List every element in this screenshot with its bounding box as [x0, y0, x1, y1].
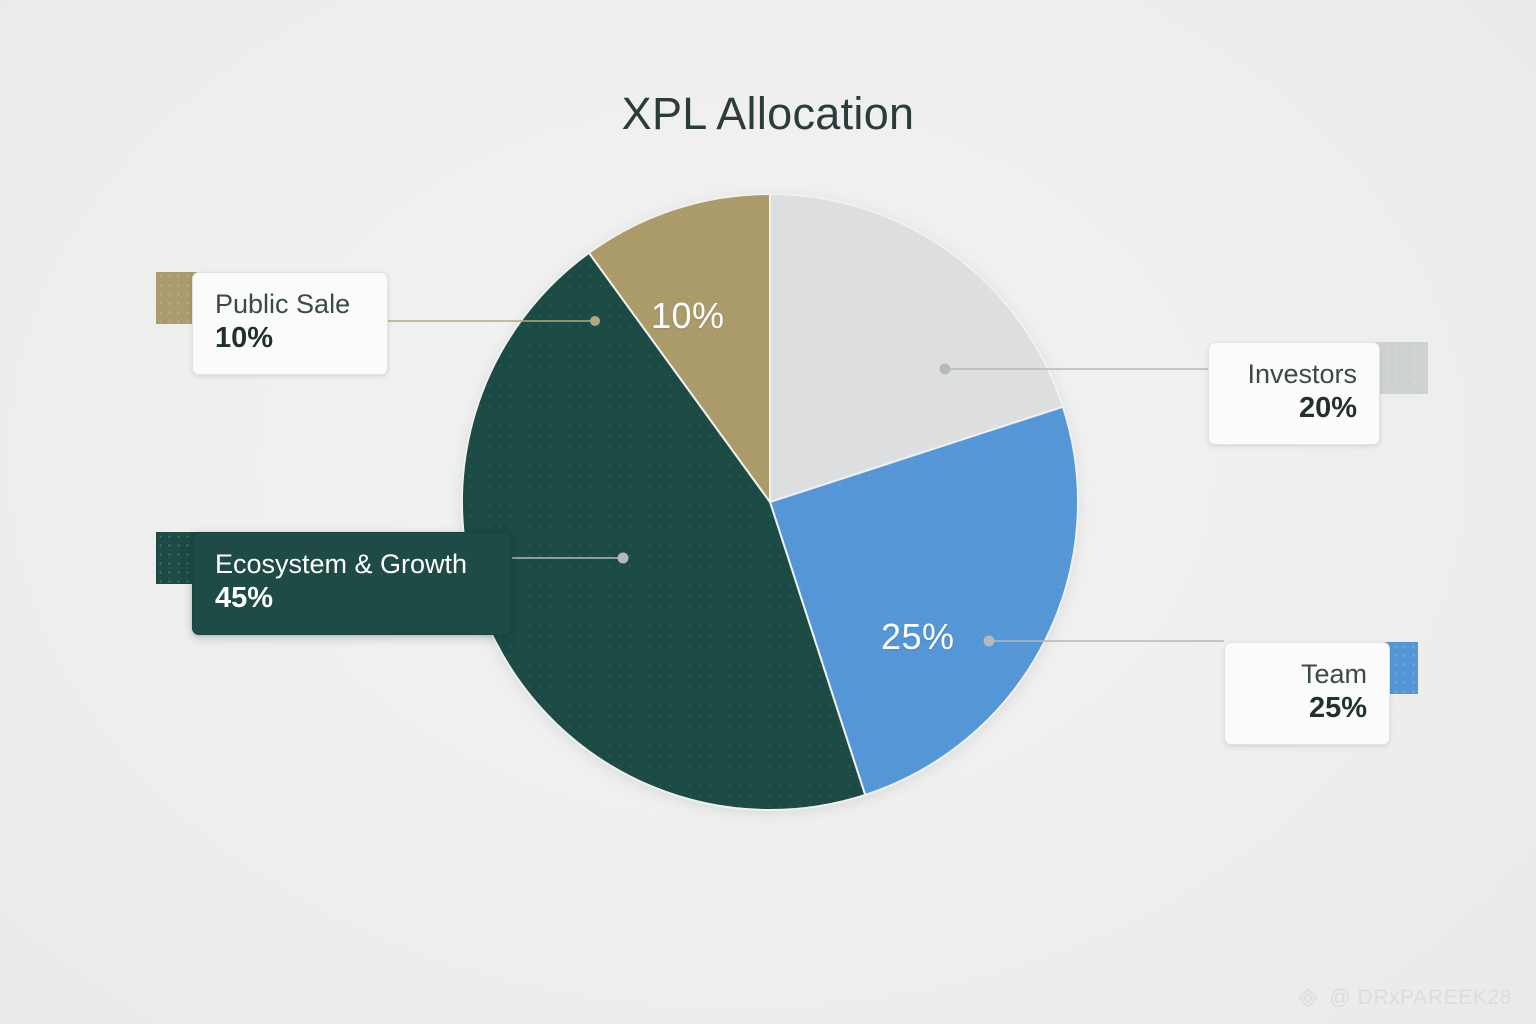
legend-value-investors: 20%	[1298, 391, 1357, 424]
pie-slice-texture	[770, 194, 1063, 502]
legend-value-team: 25%	[1308, 691, 1367, 724]
pie-slice-texture	[588, 194, 770, 502]
slice-label-public-sale: 10%	[651, 295, 725, 336]
legend-swatch-investors	[1374, 342, 1428, 394]
legend-callout-ecosystem[interactable]: Ecosystem & Growth 45%	[192, 532, 512, 636]
pie-slice-texture	[461, 252, 866, 811]
legend-label-investors: Investors	[1247, 359, 1357, 389]
watermark: @ DRxPAREEK28	[1296, 986, 1512, 1010]
legend-label-public-sale: Public Sale	[215, 289, 351, 319]
watermark-handle: @ DRxPAREEK28	[1329, 986, 1512, 1009]
legend-callout-investors[interactable]: Investors 20%	[1208, 342, 1380, 446]
pie-slice-texture	[770, 406, 1079, 795]
legend-label-ecosystem: Ecosystem & Growth	[215, 549, 468, 579]
legend-value-public-sale: 10%	[215, 321, 274, 354]
page-title: XPL Allocation	[621, 88, 915, 139]
legend-callout-team[interactable]: Team 25%	[1224, 642, 1390, 746]
legend-label-team: Team	[1300, 659, 1367, 689]
diamond-logo-icon	[1298, 988, 1319, 1008]
legend-callout-public-sale[interactable]: Public Sale 10%	[192, 272, 388, 376]
slice-label-team: 25%	[881, 616, 955, 657]
pie-chart	[460, 192, 1079, 811]
legend-value-ecosystem: 45%	[215, 581, 274, 614]
